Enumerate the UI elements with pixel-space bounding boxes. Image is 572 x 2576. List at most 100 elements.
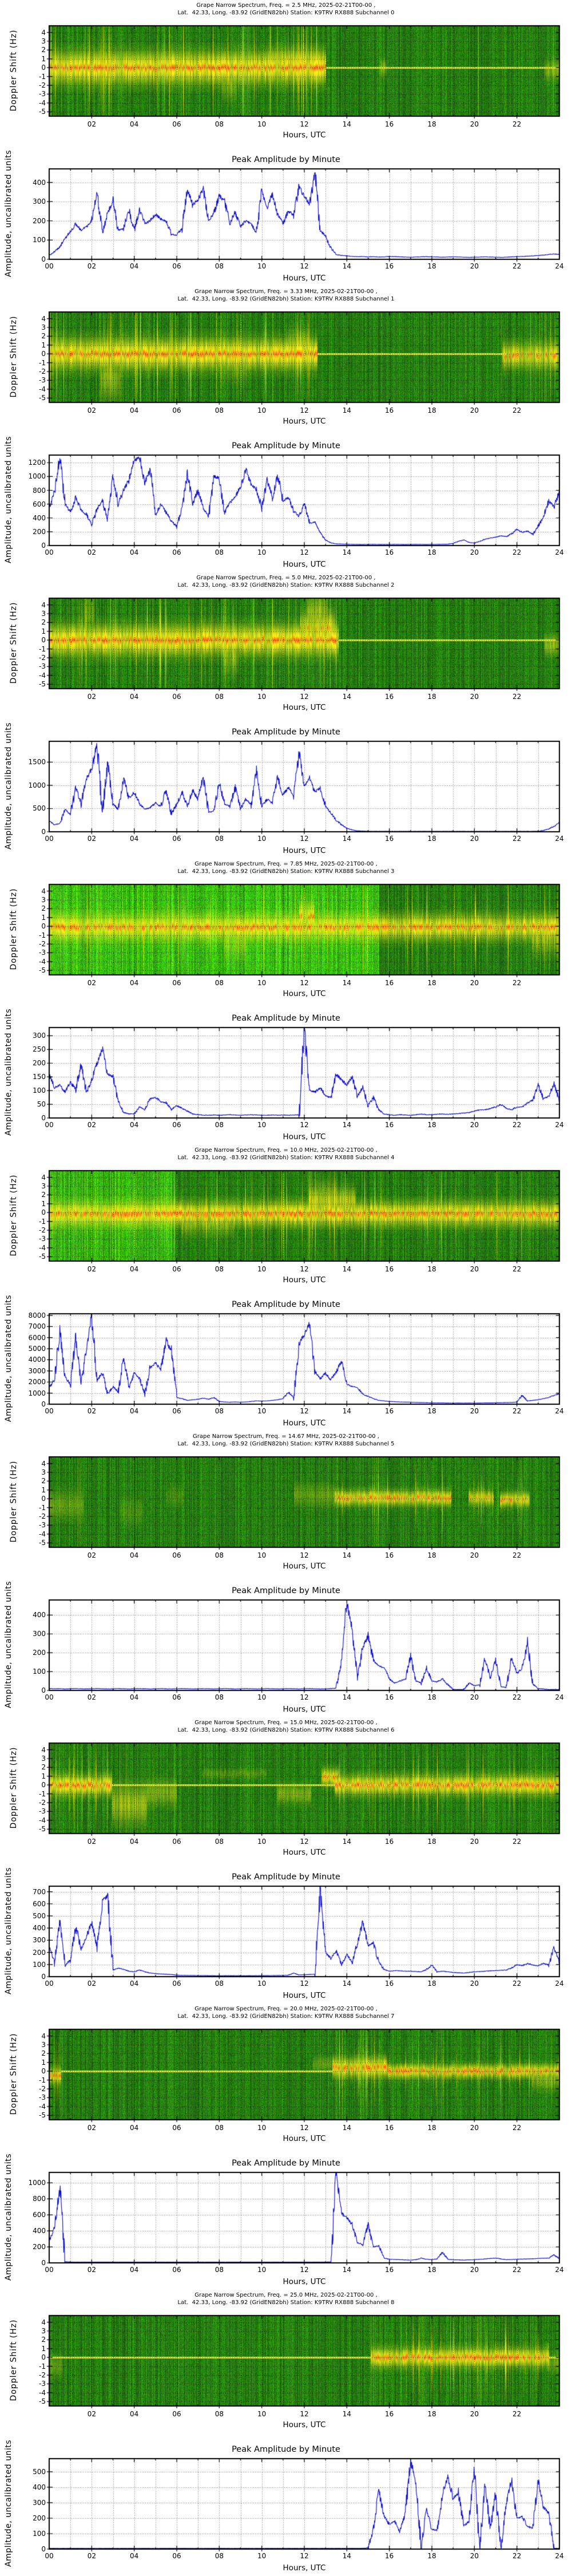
hours-x-tick-label: 02 [87, 835, 96, 843]
doppler-y-tick-label: 2 [41, 2049, 46, 2058]
hours-x-tick-label: 18 [427, 693, 436, 701]
hours-x-tick-label: 10 [257, 262, 267, 270]
hours-x-tick-label: 22 [513, 693, 522, 701]
doppler-y-tick-label: -2 [39, 940, 46, 949]
hours-x-tick-label: 06 [172, 693, 181, 701]
amplitude-y-tick-label: 0 [41, 1114, 46, 1122]
hours-x-tick-label: 12 [300, 2552, 309, 2560]
spectrogram-title-line1: Grape Narrow Spectrum, Freq. = 25.0 MHz,… [194, 2292, 378, 2298]
spectrogram-figure-14: Grape Narrow Spectrum, Freq. = 20.0 MHz,… [0, 2004, 572, 2147]
hours-x-tick-label: 02 [87, 1838, 96, 1846]
hours-x-tick-label: 06 [172, 2410, 181, 2418]
hours-x-tick-label: 18 [427, 120, 436, 128]
hours-x-tick-label: 00 [45, 548, 54, 556]
hours-x-tick-label: 06 [172, 1693, 181, 1701]
amplitude-y-tick-label: 400 [33, 2227, 46, 2235]
hours-x-tick-label: 12 [300, 1407, 309, 1415]
spectrogram-title-line1: Grape Narrow Spectrum, Freq. = 3.33 MHz,… [194, 289, 378, 295]
hours-x-tick-label: 14 [342, 1838, 351, 1846]
amplitude-canvas-9 [0, 1288, 572, 1431]
spectrogram-figure-6: Grape Narrow Spectrum, Freq. = 7.85 MHz,… [0, 859, 572, 1002]
amplitude-y-tick-label: 600 [33, 2211, 46, 2219]
spectrogram-title-line1: Grape Narrow Spectrum, Freq. = 20.0 MHz,… [194, 2006, 378, 2012]
amplitude-y-tick-label: 400 [33, 178, 46, 187]
spectrogram-title-line2: Lat. 42.33, Long. -83.92 (GridEN82bh) St… [177, 296, 395, 302]
doppler-y-tick-label: 3 [41, 323, 46, 331]
doppler-y-tick-label: 2 [41, 1763, 46, 1772]
doppler-y-tick-label: 4 [41, 2318, 46, 2326]
hours-x-tick-label: 24 [555, 2552, 564, 2560]
hours-x-tick-label: 22 [513, 2552, 522, 2560]
doppler-y-tick-label: -3 [39, 2093, 46, 2102]
hours-x-tick-label: 14 [342, 1693, 351, 1701]
hours-x-tick-label: 10 [257, 1838, 267, 1846]
doppler-y-tick-label: -3 [39, 376, 46, 385]
hours-x-tick-label: 22 [513, 2266, 522, 2274]
hours-x-tick-label: 12 [300, 1693, 309, 1701]
hours-axis-label: Hours, UTC [283, 2277, 326, 2286]
hours-axis-label: Hours, UTC [283, 1848, 326, 1857]
hours-x-tick-label: 10 [257, 1121, 267, 1129]
hours-x-tick-label: 16 [385, 1693, 394, 1701]
hours-x-tick-label: 12 [300, 2266, 309, 2274]
hours-x-tick-label: 10 [257, 2266, 267, 2274]
amplitude-y-tick-label: 6000 [28, 1333, 46, 1342]
hours-x-tick-label: 12 [300, 548, 309, 556]
doppler-y-tick-label: -5 [39, 1539, 46, 1547]
doppler-y-tick-label: 3 [41, 1754, 46, 1763]
hours-x-tick-label: 06 [172, 1265, 181, 1273]
amplitude-canvas-11 [0, 1574, 572, 1717]
hours-x-tick-label: 20 [470, 1980, 479, 1988]
amplitude-figure-9: Peak Amplitude by Minute Amplitude, uncal… [0, 1288, 572, 1431]
amplitude-y-axis-label: Amplitude, uncalibrated units [4, 1581, 13, 1709]
hours-x-tick-label: 18 [427, 1121, 436, 1129]
hours-x-tick-label: 20 [470, 1838, 479, 1846]
amplitude-title: Peak Amplitude by Minute [232, 2445, 340, 2454]
hours-x-tick-label: 02 [87, 693, 96, 701]
amplitude-title: Peak Amplitude by Minute [232, 2159, 340, 2168]
amplitude-y-tick-label: 400 [33, 513, 46, 522]
doppler-y-tick-label: 0 [41, 1781, 46, 1789]
doppler-y-tick-label: 4 [41, 2032, 46, 2040]
doppler-y-tick-label: -3 [39, 1235, 46, 1243]
hours-x-tick-label: 12 [300, 1265, 309, 1273]
hours-x-tick-label: 02 [87, 548, 96, 556]
hours-x-tick-label: 08 [214, 979, 224, 987]
hours-x-tick-label: 00 [45, 262, 54, 270]
hours-x-tick-label: 10 [257, 1693, 267, 1701]
hours-x-tick-label: 18 [427, 1838, 436, 1846]
doppler-y-tick-label: 0 [41, 64, 46, 72]
hours-axis-label: Hours, UTC [283, 1275, 326, 1285]
amplitude-y-tick-label: 3000 [28, 1366, 46, 1375]
doppler-y-tick-label: 1 [41, 2344, 46, 2353]
hours-x-tick-label: 02 [87, 2124, 96, 2132]
hours-x-tick-label: 20 [470, 693, 479, 701]
hours-x-tick-label: 00 [45, 1121, 54, 1129]
hours-x-tick-label: 20 [470, 2410, 479, 2418]
hours-x-tick-label: 08 [214, 406, 224, 414]
doppler-y-tick-label: 2 [41, 332, 46, 341]
doppler-y-tick-label: 4 [41, 1173, 46, 1182]
hours-x-tick-label: 12 [300, 979, 309, 987]
amplitude-title: Peak Amplitude by Minute [232, 441, 340, 451]
hours-x-tick-label: 18 [427, 1407, 436, 1415]
hours-x-tick-label: 14 [342, 1121, 351, 1129]
hours-x-tick-label: 00 [45, 1407, 54, 1415]
doppler-y-tick-label: -2 [39, 1512, 46, 1521]
spectrogram-title-line1: Grape Narrow Spectrum, Freq. = 2.5 MHz, … [196, 2, 376, 9]
amplitude-y-tick-label: 500 [33, 2467, 46, 2476]
amplitude-figure-5: Peak Amplitude by Minute Amplitude, uncal… [0, 716, 572, 859]
doppler-y-tick-label: -5 [39, 680, 46, 689]
amplitude-y-tick-label: 50 [37, 1100, 46, 1109]
amplitude-y-tick-label: 1200 [28, 459, 46, 467]
doppler-y-tick-label: -4 [39, 2102, 46, 2111]
doppler-y-tick-label: 2 [41, 904, 46, 913]
doppler-y-tick-label: 0 [41, 350, 46, 358]
hours-axis-label: Hours, UTC [283, 417, 326, 426]
doppler-y-tick-label: -4 [39, 1243, 46, 1252]
hours-x-tick-label: 10 [257, 2124, 267, 2132]
hours-x-tick-label: 06 [172, 2266, 181, 2274]
hours-axis-label: Hours, UTC [283, 989, 326, 998]
hours-x-tick-label: 18 [427, 262, 436, 270]
